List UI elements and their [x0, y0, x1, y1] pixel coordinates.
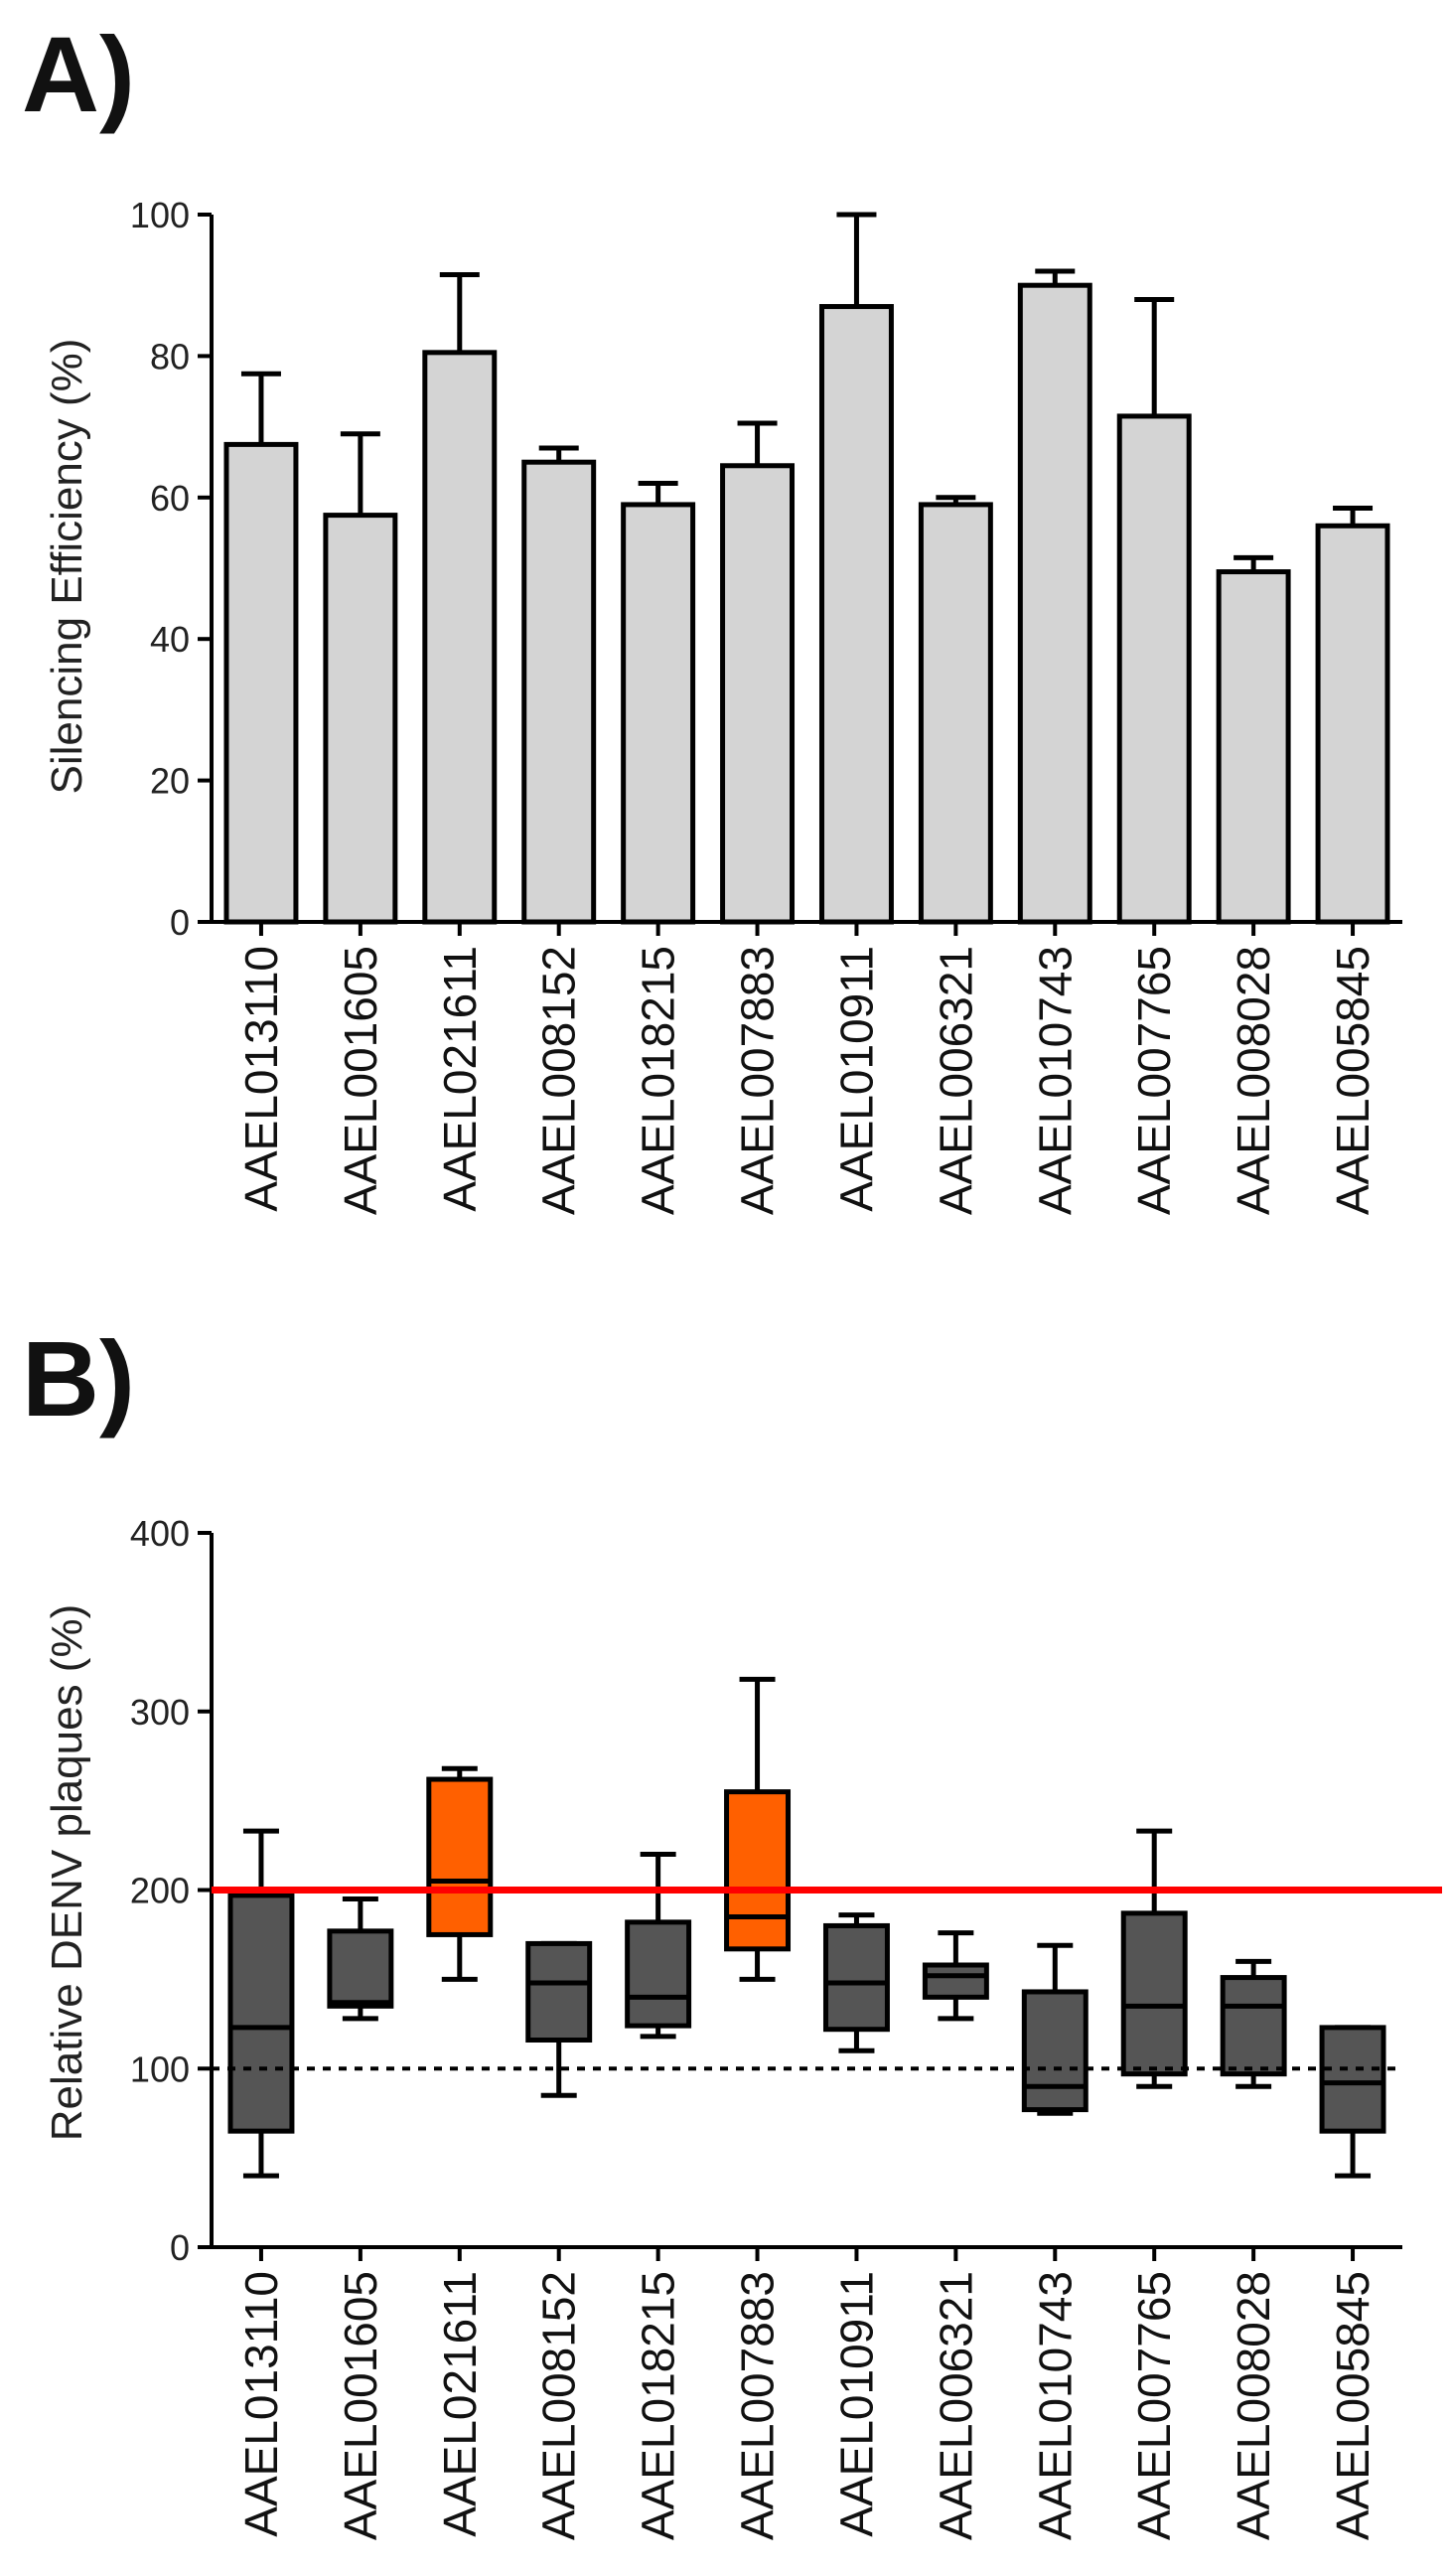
panel-b-box: [327, 1928, 394, 2009]
panel-a-label: A): [22, 14, 135, 134]
panel-a-y-tick-label: 60: [150, 478, 190, 519]
panel-b-category-label: AAEL008152: [533, 2271, 585, 2540]
panel-a-category-label: AAEL010743: [1029, 946, 1081, 1215]
panel-b-category-label: AAEL008028: [1228, 2271, 1279, 2540]
panel-b-category-label: AAEL006321: [930, 2271, 981, 2540]
panel-b-category-label: AAEL018215: [633, 2271, 684, 2540]
panel-a-category-label: AAEL008028: [1228, 946, 1279, 1215]
panel-a-bar: [223, 441, 299, 925]
panel-a-bar: [720, 463, 796, 925]
panel-b-box: [426, 1776, 494, 1937]
panel-a-y-tick-label: 40: [150, 619, 190, 660]
panel-b-category-label: AAEL021611: [434, 2271, 486, 2537]
panel-a-bar: [1216, 569, 1291, 925]
panel-b-category-label: AAEL001605: [335, 2271, 386, 2540]
panel-a-bar: [1116, 413, 1192, 925]
panel-b-box: [525, 1940, 593, 2043]
panel-a-category-label: AAEL001605: [335, 946, 386, 1215]
panel-a-bar: [918, 502, 993, 925]
panel-a-y-tick-label: 20: [150, 761, 190, 802]
panel-b-category-label: AAEL005845: [1327, 2271, 1379, 2540]
panel-b-box: [1021, 1989, 1089, 2113]
panel-a-bar: [621, 502, 696, 925]
panel-a-bar: [422, 350, 498, 925]
panel-b-box: [922, 1962, 989, 2000]
panel-b-category-label: AAEL010743: [1029, 2271, 1081, 2540]
panel-b-box: [1120, 1910, 1188, 2077]
panel-b-box: [822, 1922, 890, 2033]
panel-a-bar: [1017, 282, 1092, 925]
panel-b-box: [227, 1893, 295, 2134]
panel-a: A) Silencing Efficiency (%) 0 20 40 60 80 100…: [22, 14, 1402, 1215]
panel-a-category-label: AAEL021611: [434, 946, 486, 1212]
panel-a-category-label: AAEL013110: [235, 946, 287, 1212]
panel-b: B) Relative DENV plaques (%) 0 100 200 300 4…: [22, 1318, 1442, 2540]
panel-b-plot-area: 0 100 200 300 400 AAEL013110 AAEL001605 AAEL021…: [130, 1513, 1442, 2540]
panel-b-category-label: AAEL013110: [235, 2271, 287, 2537]
panel-a-bar: [323, 513, 398, 925]
panel-b-label: B): [22, 1318, 135, 1439]
panel-b-category-label: AAEL007765: [1128, 2271, 1180, 2540]
panel-a-category-label: AAEL010911: [830, 946, 882, 1212]
panel-b-y-tick-label: 100: [130, 2048, 190, 2089]
panel-a-y-tick-label: 100: [130, 195, 190, 235]
panel-b-y-tick-label: 300: [130, 1692, 190, 1733]
panel-b-y-tick-label: 400: [130, 1513, 190, 1554]
panel-a-bar: [818, 304, 894, 925]
panel-a-category-label: AAEL007765: [1128, 946, 1180, 1215]
panel-b-box: [1319, 2025, 1386, 2134]
panel-a-category-label: AAEL018215: [633, 946, 684, 1215]
panel-b-box: [1220, 1975, 1287, 2077]
panel-b-box: [625, 1919, 692, 2029]
panel-a-category-label: AAEL005845: [1327, 946, 1379, 1215]
panel-a-bar: [521, 459, 597, 925]
panel-a-category-label: AAEL008152: [533, 946, 585, 1215]
panel-a-plot-area: 0 20 40 60 80 100 AAEL013110 AAEL001605 AAEL0216…: [130, 195, 1402, 1215]
panel-a-category-label: AAEL006321: [930, 946, 981, 1215]
panel-b-y-tick-label: 0: [170, 2227, 190, 2268]
panel-b-y-axis-title: Relative DENV plaques (%): [43, 1604, 91, 2141]
panel-b-category-label: AAEL007883: [732, 2271, 784, 2540]
panel-a-category-label: AAEL007883: [732, 946, 784, 1215]
panel-b-box: [724, 1789, 792, 1952]
panel-b-y-tick-label: 200: [130, 1871, 190, 1911]
panel-a-y-tick-label: 0: [170, 902, 190, 943]
panel-a-y-tick-label: 80: [150, 336, 190, 377]
panel-b-category-label: AAEL010911: [830, 2271, 882, 2537]
panel-a-bar: [1315, 523, 1390, 925]
panel-a-y-axis-title: Silencing Efficiency (%): [43, 339, 91, 795]
